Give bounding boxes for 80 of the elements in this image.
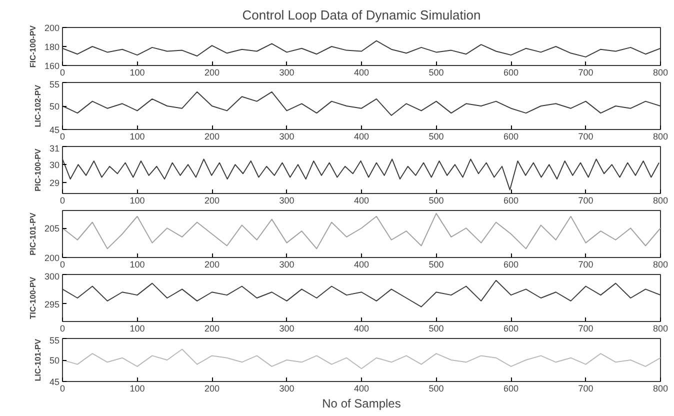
y-axis-title: PIC-100-PV bbox=[33, 148, 42, 192]
x-tick-label: 300 bbox=[279, 132, 294, 142]
y-tick-label: 45 bbox=[49, 377, 60, 387]
x-tick-label: 500 bbox=[428, 260, 444, 270]
x-tick-label: 600 bbox=[503, 132, 519, 142]
y-tick-label: 55 bbox=[49, 336, 60, 346]
y-axis-title: LIC-101-PV bbox=[33, 338, 42, 382]
y-tick-label: 30 bbox=[49, 160, 60, 170]
x-tick-label: 700 bbox=[578, 260, 594, 270]
y-tick-label: 29 bbox=[49, 178, 60, 188]
y-axis-title: PIC-101-PV bbox=[28, 212, 38, 256]
y-tick-label: 50 bbox=[49, 356, 60, 366]
y-tick-label: 160 bbox=[44, 61, 60, 71]
x-tick-label: 600 bbox=[503, 260, 519, 270]
x-tick-label: 400 bbox=[354, 132, 370, 142]
x-tick-label: 400 bbox=[354, 260, 370, 270]
x-tick-label: 700 bbox=[578, 68, 594, 78]
x-tick-label: 600 bbox=[503, 68, 519, 78]
y-tick-label: 180 bbox=[44, 42, 60, 52]
x-tick-label: 200 bbox=[204, 196, 220, 206]
x-tick-label: 600 bbox=[503, 196, 519, 206]
x-tick-label: 200 bbox=[204, 384, 220, 394]
y-tick-label: 55 bbox=[49, 80, 60, 90]
x-tick-label: 600 bbox=[503, 324, 519, 334]
x-tick-label: 700 bbox=[578, 196, 594, 206]
x-tick-label: 800 bbox=[652, 384, 668, 394]
x-tick-label: 200 bbox=[204, 132, 220, 142]
y-tick-label: 200 bbox=[44, 23, 60, 33]
x-tick-label: 100 bbox=[130, 196, 145, 206]
x-tick-label: 400 bbox=[354, 196, 370, 206]
x-tick-label: 700 bbox=[578, 132, 594, 142]
y-axis-title: FIC-100-PV bbox=[28, 24, 38, 68]
y-tick-label: 205 bbox=[44, 224, 60, 234]
x-tick-label: 100 bbox=[130, 132, 145, 142]
x-tick-label: 800 bbox=[652, 324, 668, 334]
y-axis-title: TIC-100-PV bbox=[28, 276, 38, 320]
x-tick-label: 500 bbox=[428, 324, 444, 334]
y-tick-label: 300 bbox=[44, 272, 60, 282]
y-tick-label: 200 bbox=[44, 253, 60, 263]
x-tick-label: 700 bbox=[578, 384, 594, 394]
chart-title: Control Loop Data of Dynamic Simulation bbox=[242, 8, 481, 22]
x-tick-label: 500 bbox=[428, 132, 444, 142]
x-tick-label: 300 bbox=[279, 384, 294, 394]
x-tick-label: 100 bbox=[130, 68, 145, 78]
line-series bbox=[62, 212, 660, 250]
x-tick-label: 200 bbox=[204, 68, 220, 78]
x-tick-label: 600 bbox=[503, 384, 519, 394]
x-tick-label: 300 bbox=[279, 324, 294, 334]
x-tick-label: 100 bbox=[130, 260, 145, 270]
x-tick-label: 400 bbox=[354, 384, 370, 394]
y-tick-label: 295 bbox=[44, 299, 60, 310]
y-tick-label: 45 bbox=[49, 125, 60, 135]
x-tick-label: 200 bbox=[204, 324, 220, 334]
x-tick-label: 0 bbox=[60, 68, 66, 78]
x-tick-label: 300 bbox=[279, 260, 294, 270]
x-tick-label: 200 bbox=[204, 260, 220, 270]
x-axis-title: No of Samples bbox=[322, 396, 401, 410]
x-tick-label: 0 bbox=[60, 260, 66, 270]
x-tick-label: 800 bbox=[652, 196, 668, 206]
y-axis-title: LIC-102-PV bbox=[33, 84, 42, 128]
x-tick-label: 800 bbox=[652, 68, 668, 78]
x-tick-label: 100 bbox=[130, 384, 145, 394]
x-tick-label: 0 bbox=[60, 384, 66, 394]
y-tick-label: 50 bbox=[49, 102, 60, 112]
x-tick-label: 400 bbox=[354, 68, 370, 78]
y-tick-label: 31 bbox=[49, 144, 60, 154]
x-tick-label: 400 bbox=[354, 324, 370, 334]
x-tick-label: 0 bbox=[60, 324, 66, 334]
x-tick-label: 800 bbox=[652, 132, 668, 142]
x-tick-label: 500 bbox=[428, 68, 444, 78]
x-tick-label: 300 bbox=[279, 196, 294, 206]
line-series bbox=[62, 348, 660, 370]
x-tick-label: 100 bbox=[130, 324, 145, 334]
x-tick-label: 0 bbox=[60, 132, 66, 142]
x-tick-label: 700 bbox=[578, 324, 594, 334]
x-tick-label: 0 bbox=[60, 196, 66, 206]
x-tick-label: 800 bbox=[652, 260, 668, 270]
x-tick-label: 500 bbox=[428, 384, 444, 394]
x-tick-label: 500 bbox=[428, 196, 444, 206]
x-tick-label: 300 bbox=[279, 68, 294, 78]
